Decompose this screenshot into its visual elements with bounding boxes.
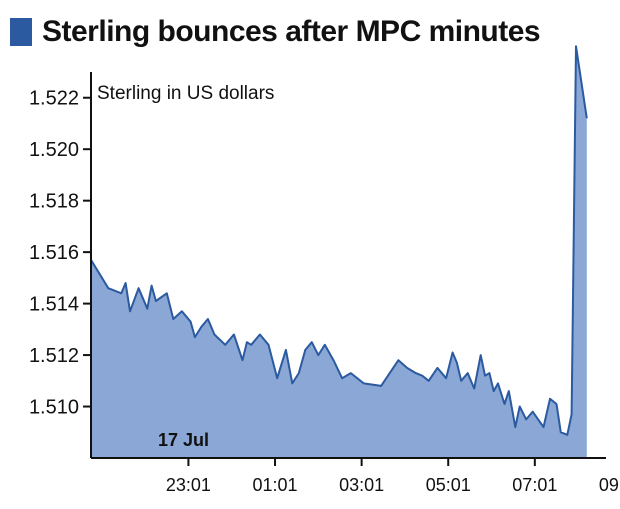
x-tick-label: 03:01 [339,475,384,495]
chart-labels: Sterling in US dollars 17 Jul [97,83,274,450]
y-tick-label: 1.522 [29,88,79,110]
chart-subtitle: Sterling in US dollars [97,83,274,104]
plot-area [90,45,588,459]
x-tick-label: 05:01 [426,475,471,495]
date-annotation: 17 Jul [158,430,209,450]
y-tick-label: 1.516 [29,242,79,264]
x-tick-label: 23:01 [166,475,211,495]
x-tick-label: 07:01 [512,475,557,495]
y-tick-label: 1.512 [29,345,79,367]
series-line-0 [90,45,588,436]
y-tick-label: 1.514 [29,294,79,316]
title-row: Sterling bounces after MPC minutes [10,12,541,52]
series-area-0 [91,46,587,459]
axes: 1.510 1.512 1.514 1.516 1.518 1.520 1.522 23:01… [29,72,620,495]
title-marker [10,18,32,46]
y-tick-label: 1.520 [29,139,79,161]
y-tick-label: 1.518 [29,191,79,213]
x-tick-label: 01:01 [253,475,298,495]
x-tick-label: 09:01 [599,475,620,495]
y-tick-label: 1.510 [29,397,79,419]
chart-title: Sterling bounces after MPC minutes [42,15,541,48]
